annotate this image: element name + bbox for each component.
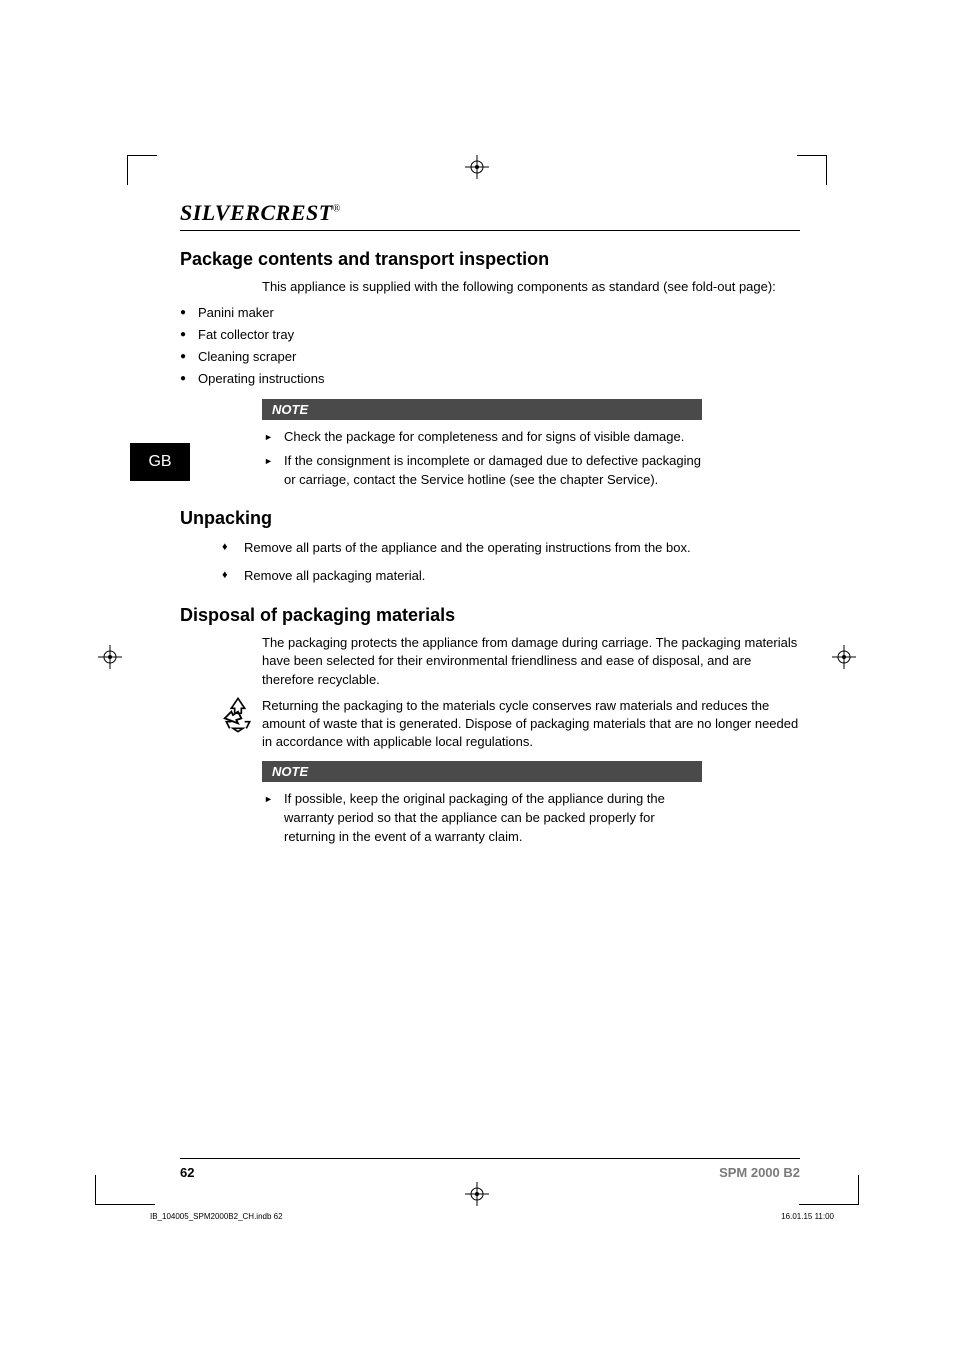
package-intro: This appliance is supplied with the foll… <box>262 278 800 296</box>
imprint-row: IB_104005_SPM2000B2_CH.indb 62 16.01.15 … <box>150 1212 834 1221</box>
list-item: Check the package for completeness and f… <box>262 428 702 447</box>
crop-mark <box>127 155 157 185</box>
page-footer: 62 SPM 2000 B2 <box>180 1158 800 1180</box>
footer-rule <box>180 1158 800 1159</box>
disposal-para-1: The packaging protects the appliance fro… <box>262 634 800 689</box>
crop-mark <box>95 1175 155 1205</box>
page-number: 62 <box>180 1165 194 1180</box>
registration-mark-icon <box>832 645 856 669</box>
package-items-list: Panini maker Fat collector tray Cleaning… <box>180 302 800 390</box>
model-number: SPM 2000 B2 <box>719 1165 800 1180</box>
section-heading-unpacking: Unpacking <box>180 508 800 529</box>
imprint-date: 16.01.15 11:00 <box>781 1212 834 1221</box>
header-rule <box>180 230 800 231</box>
list-item: If possible, keep the original packaging… <box>262 790 702 847</box>
crop-mark <box>799 1175 859 1205</box>
recycle-icon <box>218 695 258 735</box>
page-content: SILVERCREST® Package contents and transp… <box>180 200 800 855</box>
note-points-list: If possible, keep the original packaging… <box>262 790 702 847</box>
note-label: NOTE <box>262 399 702 420</box>
list-item: Fat collector tray <box>180 324 800 346</box>
list-item: Operating instructions <box>180 368 800 390</box>
list-item: Panini maker <box>180 302 800 324</box>
unpacking-list: Remove all parts of the appliance and th… <box>222 537 800 587</box>
section-heading-disposal: Disposal of packaging materials <box>180 605 800 626</box>
list-item: Cleaning scraper <box>180 346 800 368</box>
crop-mark <box>797 155 827 185</box>
section-heading-package: Package contents and transport inspectio… <box>180 249 800 270</box>
registration-mark-icon <box>465 1182 489 1206</box>
disposal-para-2: Returning the packaging to the materials… <box>262 697 800 752</box>
registration-mark-icon <box>98 645 122 669</box>
imprint-file: IB_104005_SPM2000B2_CH.indb 62 <box>150 1212 283 1221</box>
list-item: Remove all parts of the appliance and th… <box>222 537 800 559</box>
note-label: NOTE <box>262 761 702 782</box>
list-item: Remove all packaging material. <box>222 565 800 587</box>
registration-mark-icon <box>465 155 489 179</box>
list-item: If the consignment is incomplete or dama… <box>262 452 702 490</box>
note-points-list: Check the package for completeness and f… <box>262 428 702 491</box>
brand-logo: SILVERCREST® <box>180 200 800 226</box>
